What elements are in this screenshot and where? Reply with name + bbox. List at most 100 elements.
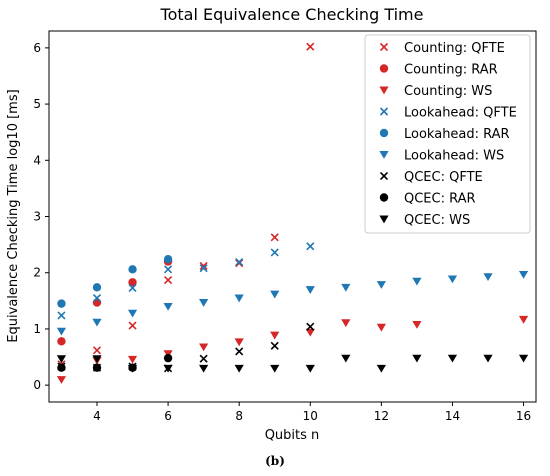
- data-point: [376, 323, 386, 332]
- legend-label: Lookahead: RAR: [404, 127, 510, 142]
- data-point: [127, 364, 138, 373]
- data-point: [305, 328, 315, 337]
- y-tick-label: 0: [33, 378, 41, 392]
- x-tick-label: 12: [374, 409, 389, 423]
- data-point: [92, 363, 102, 372]
- x-tick-label: 14: [445, 409, 460, 423]
- series-3: [57, 242, 315, 320]
- series-4: [57, 255, 173, 308]
- data-point: [164, 265, 173, 274]
- data-point: [341, 283, 351, 292]
- data-point: [56, 355, 67, 364]
- y-tick-label: 2: [33, 266, 41, 280]
- y-axis-label: Equivalence Checking Time log10 [ms]: [6, 89, 21, 342]
- x-tick-label: 4: [93, 409, 101, 423]
- x-axis: 4 6 8 10 12 14 16: [93, 402, 531, 423]
- legend-marker: [379, 151, 389, 159]
- data-point: [163, 353, 173, 363]
- data-point: [92, 293, 102, 303]
- data-point: [92, 318, 102, 327]
- data-point: [306, 242, 315, 251]
- legend-label: Counting: QFTE: [404, 41, 505, 56]
- x-tick-label: 10: [303, 409, 318, 423]
- y-tick-label: 5: [33, 97, 41, 111]
- data-point: [483, 273, 493, 282]
- data-point: [518, 270, 529, 279]
- legend-label: Counting: RAR: [404, 63, 498, 78]
- legend-label: QCEC: QFTE: [404, 170, 483, 185]
- data-point: [447, 354, 458, 363]
- legend-label: Counting: WS: [404, 84, 492, 99]
- data-point: [163, 302, 173, 311]
- legend-marker: [379, 86, 389, 95]
- data-point: [518, 315, 529, 324]
- data-point: [412, 320, 422, 329]
- series-1: [57, 257, 173, 346]
- data-point: [270, 341, 279, 350]
- y-tick-label: 3: [33, 210, 41, 224]
- legend-label: QCEC: RAR: [404, 192, 476, 207]
- data-point: [199, 299, 209, 307]
- data-point: [127, 309, 138, 318]
- data-point: [270, 290, 280, 299]
- y-tick-label: 6: [33, 41, 41, 55]
- data-point: [341, 354, 351, 363]
- data-point: [234, 294, 244, 303]
- legend-box: [364, 34, 531, 234]
- data-point: [199, 264, 208, 273]
- data-point: [483, 354, 493, 363]
- data-point: [56, 327, 67, 336]
- y-axis: 0 1 2 3 4 5 6: [33, 41, 49, 392]
- data-point: [270, 331, 280, 340]
- legend-marker: [379, 215, 389, 224]
- data-point: [447, 275, 458, 284]
- data-point: [270, 233, 279, 242]
- data-point: [306, 322, 315, 331]
- legend-marker: [379, 107, 389, 116]
- legend-marker: [379, 64, 389, 73]
- data-point: [57, 363, 66, 372]
- y-tick-label: 4: [33, 153, 41, 167]
- x-tick-label: 8: [235, 409, 243, 423]
- data-point: [92, 346, 102, 355]
- data-point: [270, 248, 279, 257]
- data-point: [199, 364, 209, 373]
- data-point: [56, 376, 67, 384]
- data-point: [270, 364, 280, 373]
- series-8: [56, 354, 529, 373]
- data-point: [57, 311, 66, 320]
- data-point: [128, 321, 137, 330]
- legend-marker: [379, 171, 389, 181]
- data-point: [412, 354, 422, 363]
- x-tick-label: 6: [164, 409, 172, 423]
- data-point: [235, 347, 244, 356]
- data-point: [305, 286, 315, 294]
- data-point: [163, 364, 173, 373]
- data-point: [199, 343, 209, 352]
- data-point: [128, 278, 137, 287]
- data-point: [163, 255, 173, 264]
- data-point: [92, 298, 102, 307]
- data-point: [128, 283, 137, 292]
- data-point: [57, 299, 66, 308]
- data-point: [376, 281, 386, 289]
- data-points: [56, 42, 529, 384]
- data-point: [341, 319, 351, 328]
- series-7: [57, 353, 173, 372]
- data-point: [92, 355, 102, 364]
- x-tick-label: 16: [516, 409, 531, 423]
- data-point: [128, 265, 137, 274]
- x-axis-label: Qubits n: [265, 428, 320, 443]
- legend-label: Lookahead: QFTE: [404, 106, 517, 121]
- legend-marker: [379, 128, 389, 138]
- data-point: [305, 364, 315, 373]
- data-point: [92, 283, 102, 292]
- data-point: [234, 364, 244, 373]
- data-point: [164, 275, 173, 285]
- data-point: [199, 261, 208, 271]
- series-5: [56, 270, 529, 336]
- chart-title: Total Equivalence Checking Time: [160, 5, 424, 24]
- data-point: [235, 257, 244, 267]
- data-point: [412, 277, 422, 286]
